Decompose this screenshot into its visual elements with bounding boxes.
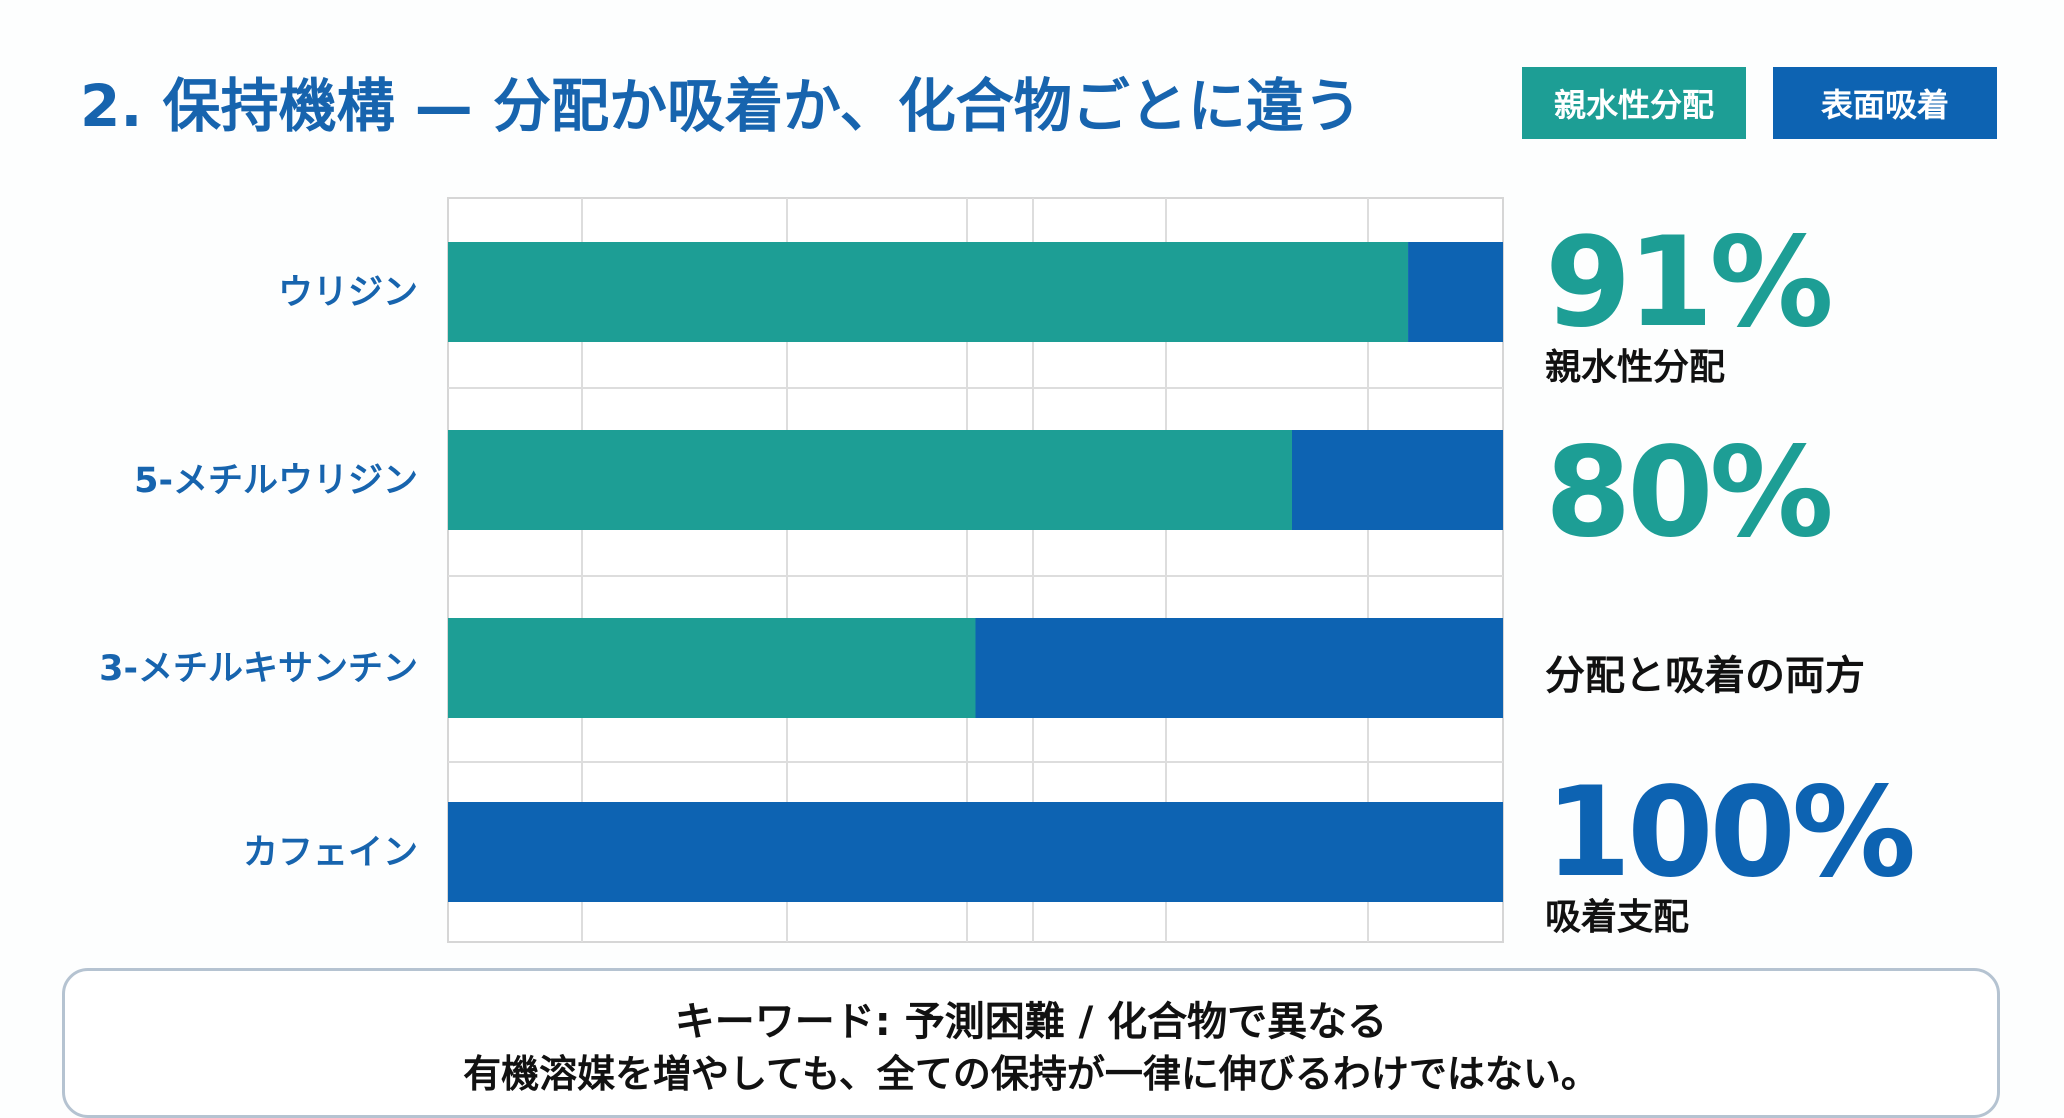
category-label-methyluridine: 5-メチルウリジン [134,461,418,501]
callout-uridine: 91% 親水性分配 [1545,211,1834,392]
callout-uridine-value: 91% [1545,211,1834,355]
bar-uridine-partition [448,242,1409,342]
callout-caffeine-desc: 吸着支配 [1545,897,1690,938]
legend-label-adsorption: 表面吸着 [1820,86,1949,124]
callout-uridine-desc: 親水性分配 [1545,347,1726,388]
callout-methyluridine-value: 80% [1545,421,1834,565]
bar-methylxanthine-partition [448,618,976,718]
callout-methylxanthine-desc: 分配と吸着の両方 [1545,653,1865,699]
legend-chip-partition: 親水性分配 [1522,67,1746,139]
bar-methyluridine-adsorption [1292,430,1503,530]
bar-methyluridine-partition [448,430,1292,530]
bar-caffeine-adsorption [448,802,1503,902]
callout-caffeine-value: 100% [1545,761,1916,905]
category-label-methylxanthine: 3-メチルキサンチン [99,649,418,689]
category-label-caffeine: カフェイン [243,833,418,873]
page-title: 2. 保持機構 — 分配か吸着か、化合物ごとに違う [80,72,1362,140]
callout-methylxanthine: 分配と吸着の両方 [1545,650,1865,702]
keyword-title: キーワード: 予測困難 / 化合物で異なる [674,999,1388,1045]
callout-caffeine: 100% 吸着支配 [1545,761,1916,942]
keyword-box: キーワード: 予測困難 / 化合物で異なる 有機溶媒を増やしても、全ての保持が一… [62,968,2000,1118]
legend-label-partition: 親水性分配 [1553,86,1714,124]
bar-uridine-adsorption [1408,242,1503,342]
keyword-note: 有機溶媒を増やしても、全ての保持が一律に伸びるわけではない。 [463,1052,1599,1096]
category-label-uridine: ウリジン [278,273,418,313]
callout-methyluridine: 80% [1545,421,1834,565]
legend-chip-adsorption: 表面吸着 [1773,67,1997,139]
bar-methylxanthine-adsorption [975,618,1503,718]
